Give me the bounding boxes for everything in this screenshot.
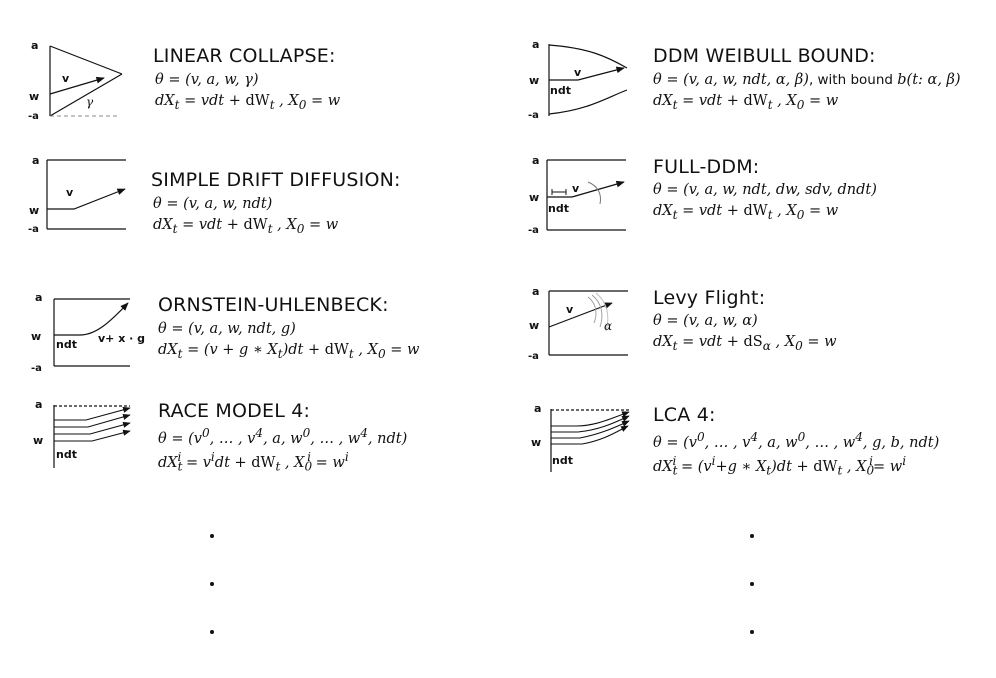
weibull-upper-bound bbox=[548, 44, 628, 69]
continuation-dots-right bbox=[750, 534, 756, 678]
race4-params: θ = (v0, … , v4, a, w0, … , w4, ndt) bbox=[158, 426, 408, 447]
start-point-label: w bbox=[29, 204, 39, 217]
upper-bound-label: a bbox=[532, 285, 539, 298]
levy-title: Levy Flight: bbox=[653, 287, 766, 309]
ornstein-sde: dXt = (v + g ∗ Xt)dt + dWt , X0 = w bbox=[158, 342, 420, 361]
ndt-label: ndt bbox=[552, 454, 573, 467]
alpha-label: α bbox=[604, 319, 612, 333]
full-ddm-params: θ = (v, a, w, ndt, dw, sdv, dndt) bbox=[653, 182, 877, 198]
linear-collapse-diagram: a w -a v γ bbox=[28, 38, 128, 122]
ndt-label: ndt bbox=[56, 338, 77, 351]
drift-arrow bbox=[47, 188, 126, 210]
start-point-label: w bbox=[31, 330, 41, 343]
weibull-sde: dXt = vdt + dWt , X0 = w bbox=[653, 93, 839, 112]
start-point-label: w bbox=[531, 436, 541, 449]
levy-params: θ = (v, a, w, α) bbox=[653, 313, 758, 329]
full-ddm-title: FULL-DDM: bbox=[653, 156, 760, 178]
race4-sde: dXti = vidt + dWt , X0i = wi bbox=[158, 450, 349, 474]
weibull-params-theta: θ = (v, a, w, ndt, α, β) bbox=[653, 72, 809, 88]
linear-collapse-title: LINEAR COLLAPSE: bbox=[153, 45, 336, 67]
drift-label: v bbox=[62, 72, 70, 85]
drift-curve bbox=[79, 302, 129, 336]
weibull-bound-expr: b(t: α, β) bbox=[897, 72, 961, 88]
slope-label: γ bbox=[86, 95, 94, 109]
weibull-diagram: a w -a v ndt bbox=[528, 38, 632, 122]
lower-bound-label: -a bbox=[28, 111, 39, 122]
lower-bound-label: -a bbox=[31, 363, 42, 374]
bound-label: a bbox=[534, 402, 541, 415]
bound-label: a bbox=[35, 398, 42, 411]
upper-bound-label: a bbox=[532, 154, 539, 167]
race4-diagram: a w ndt bbox=[30, 398, 138, 470]
drift-label: v bbox=[574, 66, 582, 79]
ellipsis-dot bbox=[210, 534, 214, 538]
start-point-label: w bbox=[529, 74, 539, 87]
full-ddm-diagram: a w -a v ndt bbox=[528, 152, 632, 236]
linear-collapse-params: θ = (v, a, w, γ) bbox=[155, 72, 259, 88]
collapsing-upper-bound bbox=[49, 45, 123, 75]
linear-collapse-sde: dXt = vdt + dWt , X0 = w bbox=[155, 93, 341, 112]
upper-bound-label: a bbox=[35, 291, 42, 304]
simple-ddm-title: SIMPLE DRIFT DIFFUSION: bbox=[151, 169, 401, 191]
upper-bound-label: a bbox=[32, 154, 39, 167]
weibull-lower-bound bbox=[548, 89, 628, 115]
simple-ddm-diagram: a w -a v bbox=[28, 152, 134, 236]
ndt-label: ndt bbox=[548, 202, 569, 215]
ornstein-diagram: a w -a ndt v+ x · g bbox=[30, 290, 154, 374]
drift-arrow bbox=[49, 76, 105, 95]
weibull-title: DDM WEIBULL BOUND: bbox=[653, 45, 876, 67]
lower-bound-label: -a bbox=[528, 351, 539, 362]
race4-title: RACE MODEL 4: bbox=[158, 400, 311, 422]
drift-arrow bbox=[548, 302, 613, 328]
lca4-sde: dXti = (vi+g ∗ Xt)dt + dWt , X0i= wi bbox=[653, 454, 907, 478]
lca4-title: LCA 4: bbox=[653, 404, 716, 426]
continuation-dots-left bbox=[210, 534, 216, 678]
ellipsis-dot bbox=[750, 534, 754, 538]
drift-label: v bbox=[572, 182, 580, 195]
simple-ddm-params: θ = (v, a, w, ndt) bbox=[153, 196, 273, 212]
lca4-params: θ = (v0, … , v4, a, w0, … , w4, g, b, nd… bbox=[653, 430, 940, 451]
drift-label: v bbox=[66, 186, 74, 199]
drift-label: v+ x · g bbox=[98, 332, 145, 345]
drift-label: v bbox=[566, 303, 574, 316]
lower-bound-label: -a bbox=[528, 110, 539, 121]
upper-bound-label: a bbox=[532, 38, 539, 51]
weibull-params: θ = (v, a, w, ndt, α, β), with bound b(t… bbox=[653, 72, 961, 88]
full-ddm-sde: dXt = vdt + dWt , X0 = w bbox=[653, 203, 839, 222]
start-point-label: w bbox=[529, 319, 539, 332]
ornstein-params: θ = (v, a, w, ndt, g) bbox=[158, 321, 296, 337]
collapsing-lower-bound bbox=[49, 73, 123, 117]
ellipsis-dot bbox=[210, 630, 214, 634]
drift-arrow bbox=[577, 66, 625, 81]
levy-sde: dXt = vdt + dSα , X0 = w bbox=[653, 334, 837, 353]
drift-variability-arc bbox=[587, 181, 601, 205]
ellipsis-dot bbox=[210, 582, 214, 586]
ellipsis-dot bbox=[750, 630, 754, 634]
levy-diagram: a w -a v α bbox=[528, 283, 636, 367]
start-point-label: w bbox=[29, 90, 39, 103]
ellipsis-dot bbox=[750, 582, 754, 586]
ndt-label: ndt bbox=[56, 448, 77, 461]
ndt-label: ndt bbox=[550, 84, 571, 97]
lower-bound-label: -a bbox=[528, 225, 539, 236]
start-point-label: w bbox=[33, 434, 43, 447]
simple-ddm-sde: dXt = vdt + dWt , X0 = w bbox=[153, 217, 339, 236]
lower-bound-label: -a bbox=[28, 224, 39, 235]
levy-jump-arcs bbox=[595, 292, 609, 332]
ornstein-title: ORNSTEIN-UHLENBECK: bbox=[158, 294, 389, 316]
start-point-label: w bbox=[529, 191, 539, 204]
upper-bound-label: a bbox=[31, 39, 38, 52]
weibull-bound-note: , with bound bbox=[808, 72, 898, 88]
lca4-diagram: a w ndt bbox=[530, 402, 638, 474]
